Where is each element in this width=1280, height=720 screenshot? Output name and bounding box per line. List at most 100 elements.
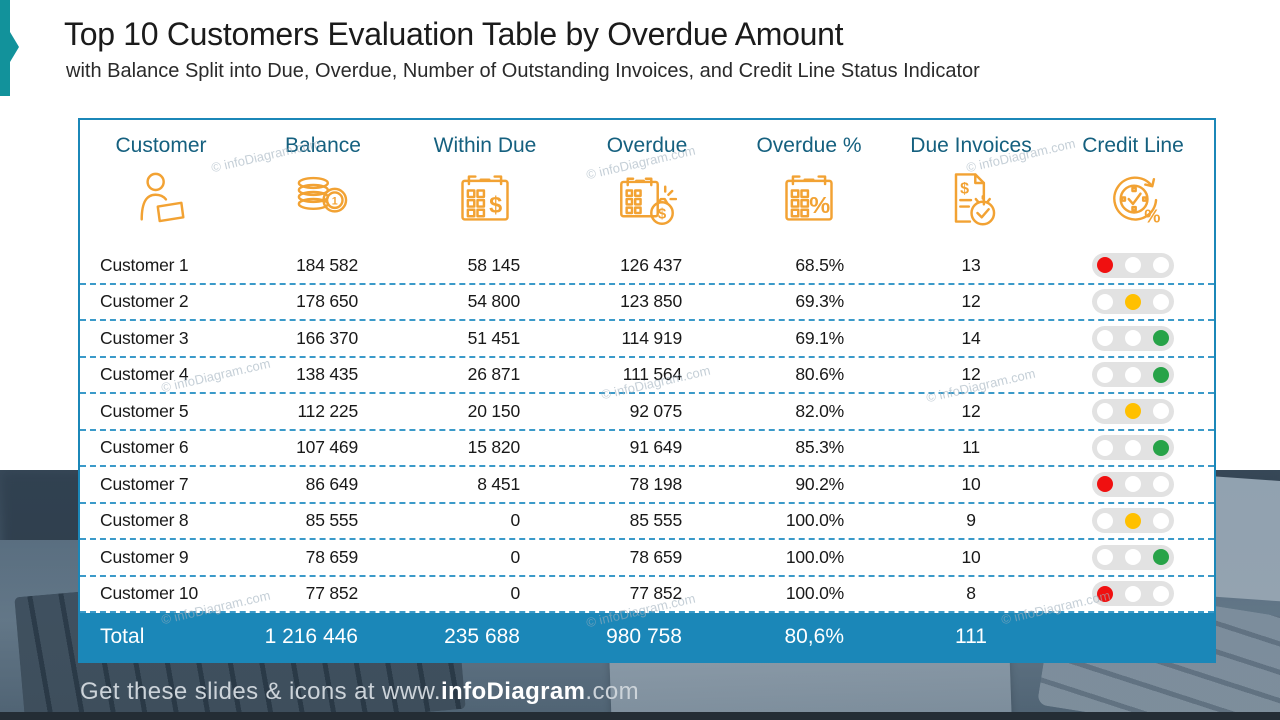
overdue-value: 78 198 <box>629 473 683 494</box>
status-dot-yellow-slot <box>1125 257 1141 273</box>
status-dot-red-slot <box>1097 366 1113 383</box>
customer-icon <box>140 172 185 223</box>
balance-value: 86 649 <box>305 473 359 494</box>
svg-text:$: $ <box>658 205 667 222</box>
customer-name: Customer 1 <box>100 254 189 275</box>
table-row: Customer 9 78 659 0 78 659 100.0% 10 <box>80 540 1214 577</box>
within-due-value: 0 <box>510 510 520 531</box>
balance-value: 184 582 <box>296 254 358 275</box>
total-overdue-pct: 80,6% <box>784 625 844 648</box>
column-label: Due Invoices <box>910 134 1032 157</box>
total-due-invoices: 111 <box>955 625 987 648</box>
status-dot-red-slot <box>1097 439 1113 456</box>
svg-text:%: % <box>809 192 830 218</box>
status-dot-yellow-slot <box>1125 512 1141 529</box>
within-due-value: 26 871 <box>467 364 521 385</box>
svg-text:1: 1 <box>332 195 338 207</box>
overdue-pct-value: 85.3% <box>795 437 844 458</box>
within-due-value: 0 <box>510 546 520 567</box>
credit-line-cell <box>1052 362 1214 388</box>
overdue-value: 111 564 <box>622 364 682 385</box>
customers-table: Customer Balance 1 Within Due <box>78 118 1216 663</box>
customer-name: Customer 3 <box>100 327 189 348</box>
total-row: Total 1 216 446 235 688 980 758 80,6% 11… <box>80 613 1214 661</box>
within-due-value: 8 451 <box>477 473 520 494</box>
photo-bottom-strip <box>0 712 1280 720</box>
overdue-value: 91 649 <box>629 437 683 458</box>
footer-prefix: Get these slides & icons at www. <box>80 678 441 705</box>
column-label: Customer <box>115 134 207 157</box>
overdue-pct-value: 68.5% <box>795 254 844 275</box>
credit-line-indicator <box>1092 544 1174 570</box>
status-dot-yellow-slot <box>1125 366 1141 383</box>
status-dot-red-slot <box>1097 403 1113 419</box>
total-overdue: 980 758 <box>606 625 682 648</box>
overdue-pct-value: 90.2% <box>795 473 844 494</box>
credit-line-cell <box>1052 435 1214 461</box>
due-invoices-value: 10 <box>961 546 981 567</box>
status-dot-green-slot <box>1153 293 1169 310</box>
credit-line-indicator <box>1092 362 1174 387</box>
column-label: Balance <box>285 134 361 157</box>
footer-suffix: .com <box>585 678 639 705</box>
table-row: Customer 8 85 555 0 85 555 100.0% 9 <box>80 504 1214 540</box>
balance-value: 107 469 <box>296 437 358 458</box>
status-dot-red-slot <box>1097 549 1113 565</box>
status-dot-yellow-slot <box>1125 585 1141 602</box>
within-due-value: 54 800 <box>467 291 521 312</box>
balance-value: 178 650 <box>296 291 358 312</box>
column-header-due-invoices: Due Invoices $ <box>890 134 1052 248</box>
customer-name: Customer 4 <box>100 364 189 385</box>
credit-gauge-icon: % <box>1113 176 1160 227</box>
status-dot-yellow-slot <box>1125 549 1141 565</box>
column-label: Overdue <box>606 134 688 157</box>
status-dot-green-slot <box>1153 366 1169 383</box>
credit-line-cell <box>1052 325 1214 352</box>
customer-name: Customer 7 <box>100 473 189 494</box>
status-dot-green-slot <box>1153 585 1169 602</box>
status-dot-green-slot <box>1153 439 1169 456</box>
due-invoices-value: 12 <box>961 400 981 421</box>
within-due-value: 58 145 <box>467 254 521 275</box>
credit-line-indicator <box>1092 325 1174 351</box>
overdue-pct-value: 80.6% <box>795 364 844 385</box>
status-dot-green-slot <box>1153 257 1169 273</box>
table-row: Customer 4 138 435 26 871 111 564 80.6% … <box>80 358 1214 394</box>
total-label: Total <box>100 625 145 648</box>
credit-line-cell <box>1052 544 1214 571</box>
due-invoices-value: 12 <box>961 364 981 385</box>
status-dot-red-slot <box>1097 293 1113 310</box>
status-dot-yellow-slot <box>1125 330 1141 346</box>
credit-line-indicator <box>1092 508 1174 533</box>
svg-text:$: $ <box>489 192 502 218</box>
page-title: Top 10 Customers Evaluation Table by Ove… <box>64 16 844 52</box>
table-row: Customer 2 178 650 54 800 123 850 69.3% … <box>80 285 1214 321</box>
table-row: Customer 3 166 370 51 451 114 919 69.1% … <box>80 321 1214 358</box>
credit-line-indicator <box>1092 435 1174 460</box>
total-balance: 1 216 446 <box>264 625 358 648</box>
customer-name: Customer 8 <box>100 510 189 531</box>
overdue-value: 123 850 <box>620 291 682 312</box>
status-dot-green-slot <box>1153 512 1169 529</box>
overdue-value: 114 919 <box>621 327 682 348</box>
credit-line-cell <box>1052 398 1214 425</box>
overdue-pct-value: 69.3% <box>795 291 844 312</box>
column-header-customer: Customer <box>80 134 242 248</box>
credit-line-indicator <box>1092 252 1174 278</box>
customer-name: Customer 2 <box>100 291 189 312</box>
within-due-value: 0 <box>510 583 520 604</box>
status-dot-red-slot <box>1097 476 1113 492</box>
due-invoices-value: 8 <box>966 583 976 604</box>
footer-brand: infoDiagram <box>440 678 586 705</box>
status-dot-yellow-slot <box>1125 476 1141 492</box>
credit-line-cell <box>1052 508 1214 534</box>
overdue-pct-value: 100.0% <box>785 583 844 604</box>
column-header-overdue: Overdue $ <box>566 134 728 248</box>
balance-value: 138 435 <box>296 364 358 385</box>
table-row: Customer 7 86 649 8 451 78 198 90.2% 10 <box>80 467 1214 504</box>
due-invoices-value: 13 <box>961 254 981 275</box>
overdue-value: 85 555 <box>629 510 683 531</box>
table-row: Customer 1 184 582 58 145 126 437 68.5% … <box>80 248 1214 285</box>
credit-line-cell <box>1052 581 1214 607</box>
footer-promo: Get these slides & icons at www.infoDiag… <box>80 678 639 706</box>
